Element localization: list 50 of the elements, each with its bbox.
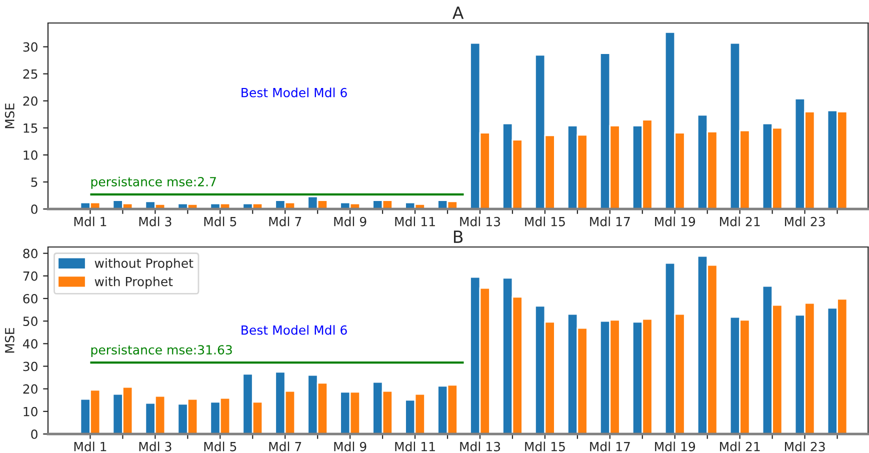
x-tick-label: Mdl 13 — [460, 442, 500, 452]
annotation: Best Model Mdl 6 — [242, 325, 347, 335]
x-tick-label: Mdl 1 — [74, 442, 106, 452]
x-tick-label: Mdl 3 — [139, 216, 172, 226]
y-tick-label: 50 — [23, 316, 38, 326]
x-tick-label: Mdl 23 — [784, 216, 825, 226]
y-tick-label: 30 — [23, 362, 38, 372]
x-tick-label: Mdl 19 — [655, 216, 696, 226]
chart-title: B — [454, 230, 463, 243]
y-tick-label: 30 — [23, 42, 38, 52]
y-tick-label: 10 — [24, 406, 38, 416]
x-tick-label: Mdl 7 — [269, 216, 302, 226]
y-tick-label: 15 — [24, 124, 38, 133]
x-tick-label: Mdl 19 — [655, 442, 696, 452]
x-tick-label: Mdl 21 — [720, 216, 760, 226]
y-tick-label: 5 — [31, 178, 38, 187]
y-tick-label: 40 — [22, 339, 38, 349]
legend-label: with Prophet — [94, 276, 173, 289]
y-axis-title: MSE — [4, 103, 14, 128]
chart-title: A — [452, 6, 464, 19]
x-tick-label: Mdl 23 — [784, 442, 825, 452]
legend-label: without Prophet — [94, 258, 194, 270]
y-tick-label: 70 — [23, 271, 38, 281]
x-tick-label: Mdl 5 — [204, 216, 236, 226]
x-tick-label: Mdl 1 — [74, 216, 106, 226]
y-tick-label: 20 — [23, 384, 38, 394]
x-tick-label: Mdl 9 — [334, 442, 366, 452]
x-tick-label: Mdl 9 — [334, 216, 366, 226]
y-tick-label: 25 — [23, 69, 38, 79]
x-tick-label: Mdl 7 — [269, 442, 302, 452]
x-tick-label: Mdl 11 — [395, 442, 435, 452]
y-tick-label: 80 — [23, 248, 38, 258]
x-tick-label: Mdl 21 — [720, 442, 760, 452]
annotation: Best Model Mdl 6 — [242, 88, 347, 98]
x-tick-label: Mdl 11 — [395, 216, 435, 226]
y-tick-label: 60 — [23, 294, 38, 304]
x-tick-label: Mdl 15 — [525, 442, 565, 452]
x-tick-label: Mdl 17 — [590, 216, 630, 226]
x-tick-label: Mdl 17 — [590, 442, 630, 452]
y-axis-title: MSE — [4, 328, 14, 353]
x-tick-label: Mdl 5 — [204, 442, 236, 452]
x-tick-label: Mdl 15 — [525, 216, 565, 226]
y-tick-label: 20 — [23, 96, 38, 106]
x-tick-label: Mdl 13 — [460, 216, 500, 226]
ref-line-label: persistance mse:2.7 — [91, 176, 216, 189]
y-tick-label: 0 — [31, 429, 38, 439]
y-tick-label: 10 — [24, 150, 38, 160]
ref-line-label: persistance mse:31.63 — [91, 344, 232, 357]
y-tick-label: 0 — [31, 204, 38, 214]
x-tick-label: Mdl 3 — [139, 442, 172, 452]
